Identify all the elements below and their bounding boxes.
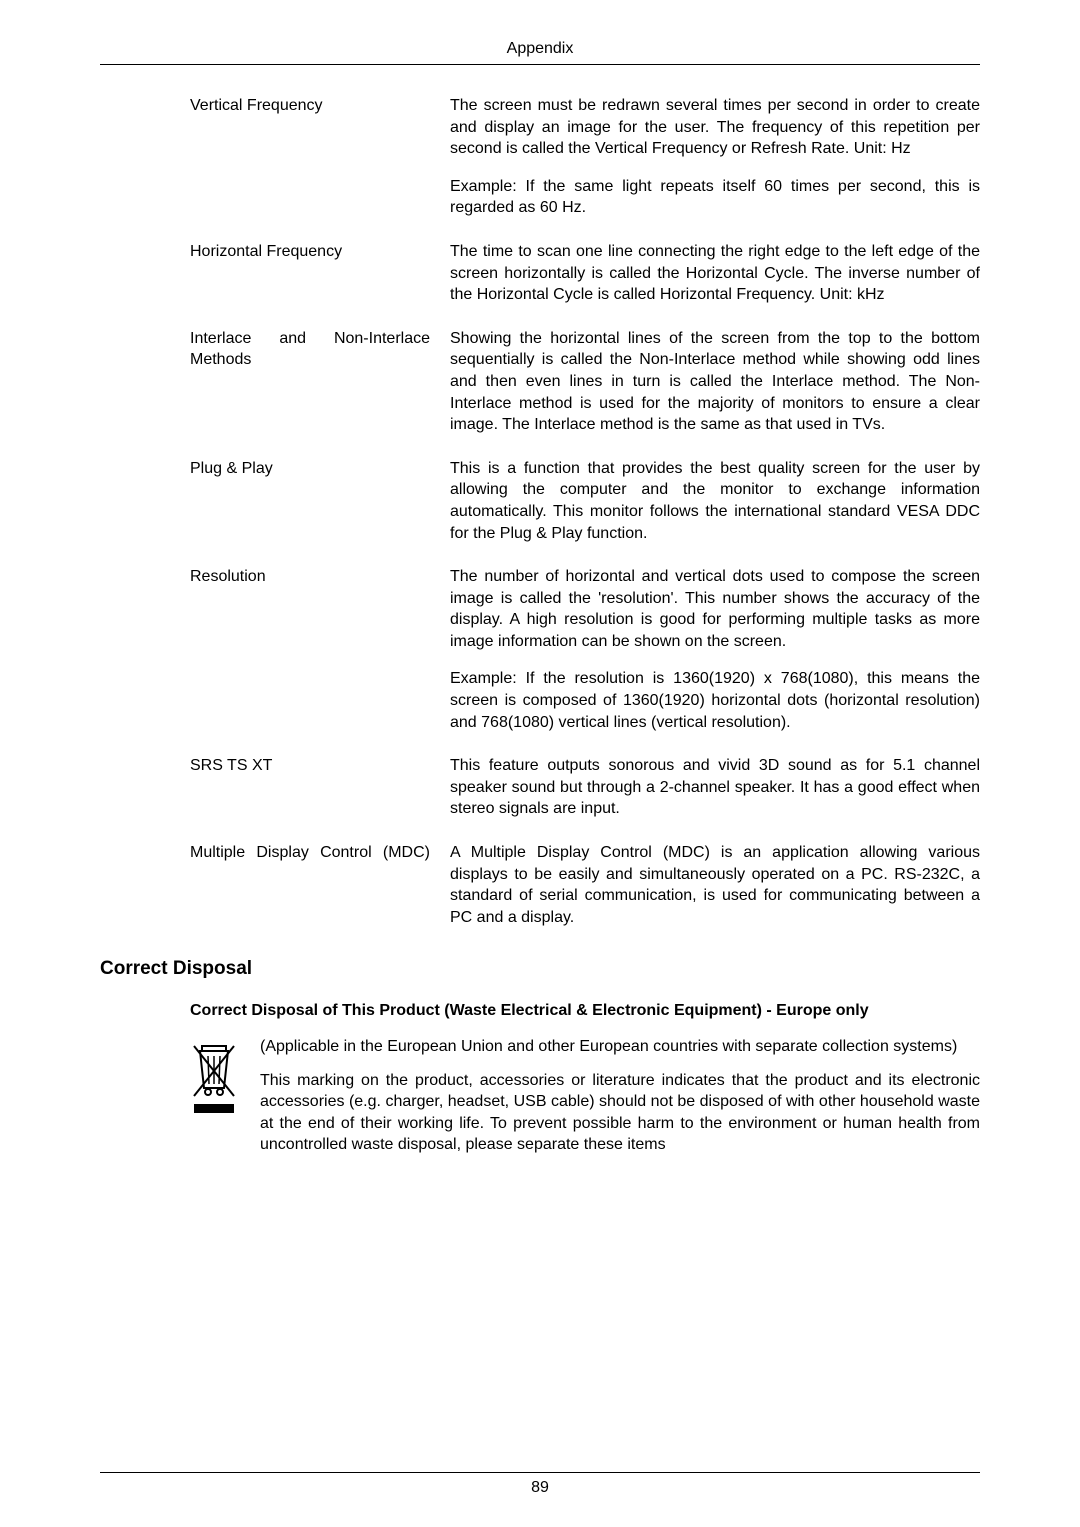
term-paragraph: Example: If the resolution is 1360(1920)… [450,668,980,733]
term-definition: This is a function that provides the bes… [430,458,980,544]
term-paragraph: Example: If the same light repeats itsel… [450,176,980,219]
term-row: Horizontal Frequency The time to scan on… [190,241,980,306]
term-label: Interlace and Non-Interlace Methods [190,328,430,436]
page-footer: 89 [100,1472,980,1497]
term-label: Multiple Display Control (MDC) [190,842,430,928]
term-definition: The screen must be redrawn several times… [430,95,980,219]
term-definition: The time to scan one line connecting the… [430,241,980,306]
header-title: Appendix [100,40,980,65]
term-paragraph: The number of horizontal and vertical do… [450,566,980,652]
term-row: Resolution The number of horizontal and … [190,566,980,733]
section-heading: Correct Disposal [100,958,980,980]
page-number: 89 [531,1479,549,1496]
term-paragraph: The screen must be redrawn several times… [450,95,980,160]
term-definition: The number of horizontal and vertical do… [430,566,980,733]
term-definition: This feature outputs sonorous and vivid … [430,755,980,820]
disposal-paragraph: This marking on the product, accessories… [260,1070,980,1156]
term-definition: A Multiple Display Control (MDC) is an a… [430,842,980,928]
weee-icon [190,1036,260,1168]
term-row: Vertical Frequency The screen must be re… [190,95,980,219]
term-paragraph: The time to scan one line connecting the… [450,241,980,306]
term-paragraph: This is a function that provides the bes… [450,458,980,544]
disposal-paragraph: (Applicable in the European Union and ot… [260,1036,980,1058]
disposal-block: (Applicable in the European Union and ot… [190,1036,980,1168]
term-label: Plug & Play [190,458,430,544]
disposal-text: (Applicable in the European Union and ot… [260,1036,980,1168]
term-row: Interlace and Non-Interlace Methods Show… [190,328,980,436]
term-paragraph: A Multiple Display Control (MDC) is an a… [450,842,980,928]
term-label: SRS TS XT [190,755,430,820]
terms-table: Vertical Frequency The screen must be re… [190,95,980,928]
term-label: Resolution [190,566,430,733]
term-row: Plug & Play This is a function that prov… [190,458,980,544]
term-paragraph: This feature outputs sonorous and vivid … [450,755,980,820]
term-label: Vertical Frequency [190,95,430,219]
term-paragraph: Showing the horizontal lines of the scre… [450,328,980,436]
term-row: SRS TS XT This feature outputs sonorous … [190,755,980,820]
term-label: Horizontal Frequency [190,241,430,306]
term-definition: Showing the horizontal lines of the scre… [430,328,980,436]
section-subheading: Correct Disposal of This Product (Waste … [190,1000,980,1022]
term-row: Multiple Display Control (MDC) A Multipl… [190,842,980,928]
